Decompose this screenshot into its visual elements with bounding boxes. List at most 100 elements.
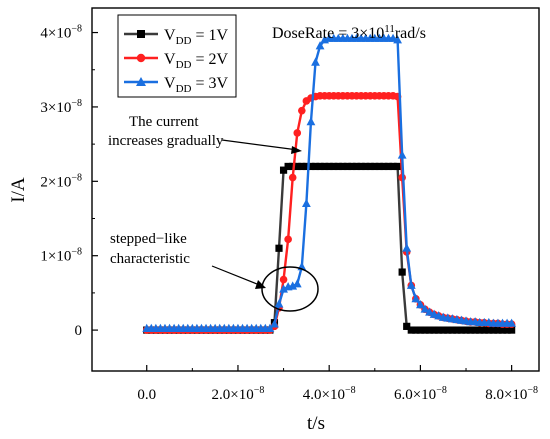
data-point bbox=[302, 162, 310, 171]
series-line bbox=[146, 165, 512, 332]
data-point bbox=[403, 322, 411, 330]
legend-label-3: VDD = 3V bbox=[164, 75, 228, 95]
annotation-gradual-line1: The current bbox=[129, 114, 199, 130]
data-point bbox=[366, 162, 374, 171]
data-point bbox=[330, 162, 338, 171]
series-layer bbox=[142, 33, 517, 334]
data-point bbox=[380, 162, 388, 171]
stepped-region-ellipse bbox=[261, 266, 319, 312]
data-point bbox=[397, 150, 407, 159]
legend-marker-2 bbox=[136, 53, 146, 63]
y-tick-label: 3×10−8 bbox=[40, 98, 82, 116]
series-line bbox=[146, 94, 512, 332]
data-point bbox=[420, 304, 430, 313]
legend-label-3-text: = 3V bbox=[191, 75, 228, 92]
x-tick-mantissa: 6.0×10 bbox=[394, 387, 436, 403]
x-tick-label: 4.0×10−8 bbox=[303, 385, 356, 403]
data-point bbox=[416, 326, 425, 334]
y-tick-exponent: −8 bbox=[71, 172, 82, 183]
data-point bbox=[412, 326, 420, 334]
data-point bbox=[348, 162, 356, 171]
data-point bbox=[311, 57, 320, 66]
y-tick-label: 0 bbox=[75, 323, 83, 339]
data-point bbox=[421, 326, 429, 334]
data-point bbox=[316, 162, 324, 171]
x-tick-mantissa: 8.0×10 bbox=[485, 387, 527, 403]
data-point bbox=[466, 326, 475, 334]
y-tick-mantissa: 3×10 bbox=[40, 100, 71, 116]
x-tick-label: 6.0×10−8 bbox=[394, 385, 447, 403]
series-1 bbox=[143, 162, 516, 334]
data-point bbox=[292, 279, 302, 288]
y-tick-exponent: −8 bbox=[71, 98, 82, 109]
data-point bbox=[402, 243, 412, 252]
y-tick-mantissa: 4×10 bbox=[40, 26, 71, 42]
legend-item-1: VDD = 1V bbox=[124, 27, 228, 47]
legend-label-2-text: = 2V bbox=[191, 51, 228, 68]
data-point bbox=[279, 284, 288, 293]
legend-marker-3 bbox=[136, 77, 146, 86]
annotation-stepped-line1: stepped−like bbox=[110, 231, 187, 247]
data-point bbox=[270, 319, 279, 328]
data-point bbox=[375, 162, 383, 171]
x-tick-exponent: −8 bbox=[254, 385, 265, 396]
dose-rate-label: DoseRate = 3×1011rad/s bbox=[272, 23, 426, 42]
legend-label-2-sub: DD bbox=[176, 59, 192, 71]
data-point bbox=[357, 162, 365, 171]
plot-frame bbox=[91, 7, 540, 372]
data-point bbox=[265, 323, 275, 332]
data-point bbox=[352, 162, 361, 171]
x-tick-exponent: −8 bbox=[436, 385, 447, 396]
data-point bbox=[439, 326, 447, 334]
y-tick-exponent: −8 bbox=[71, 24, 82, 35]
legend: VDD = 1V VDD = 2V VDD = 3V bbox=[117, 14, 237, 98]
data-point bbox=[334, 162, 342, 171]
legend-label-1: VDD = 1V bbox=[164, 27, 228, 47]
data-point bbox=[288, 173, 297, 182]
x-tick-label: 8.0×10−8 bbox=[485, 385, 538, 403]
y-tick-mantissa: 1×10 bbox=[40, 249, 71, 265]
data-point bbox=[389, 162, 397, 171]
data-point bbox=[503, 326, 511, 334]
data-point bbox=[274, 299, 284, 308]
data-point bbox=[425, 307, 434, 316]
data-point bbox=[298, 106, 306, 115]
x-axis-label: t/s bbox=[307, 413, 325, 434]
data-point bbox=[476, 326, 484, 334]
data-point bbox=[339, 162, 347, 171]
data-point bbox=[444, 326, 452, 334]
data-point bbox=[288, 281, 298, 290]
data-point bbox=[393, 35, 402, 44]
data-point bbox=[398, 268, 406, 276]
annotation-stepped-arrow bbox=[211, 265, 263, 287]
data-point bbox=[325, 162, 333, 171]
x-tick-exponent: −8 bbox=[345, 385, 356, 396]
annotation-stepped-line2: characteristic bbox=[110, 251, 190, 267]
data-point bbox=[321, 162, 329, 171]
x-tick-label: 0.0 bbox=[137, 387, 156, 403]
y-tick-mantissa: 0 bbox=[75, 323, 83, 339]
data-point bbox=[430, 326, 438, 334]
data-point bbox=[275, 244, 283, 252]
data-point bbox=[394, 162, 402, 171]
axis-ticks: 0.0 2.0×10−8 4.0×10−8 6.0×10−8 8.0×10−801×10… bbox=[40, 24, 538, 403]
data-point bbox=[284, 162, 292, 171]
data-point bbox=[448, 326, 456, 334]
series-2 bbox=[142, 91, 516, 334]
x-tick-mantissa: 4.0×10 bbox=[303, 387, 345, 403]
legend-label-1-base: V bbox=[164, 27, 176, 44]
data-point bbox=[507, 318, 517, 327]
data-point bbox=[494, 326, 502, 334]
series-3 bbox=[142, 33, 517, 332]
data-point bbox=[306, 117, 316, 126]
dose-rate-exponent: 11 bbox=[384, 23, 395, 35]
data-point bbox=[471, 326, 479, 334]
legend-label-2: VDD = 2V bbox=[164, 51, 228, 71]
data-point bbox=[279, 166, 288, 174]
data-point bbox=[315, 41, 325, 50]
data-point bbox=[311, 162, 320, 171]
data-point bbox=[425, 326, 434, 334]
data-point bbox=[362, 162, 370, 171]
data-point bbox=[462, 326, 470, 334]
